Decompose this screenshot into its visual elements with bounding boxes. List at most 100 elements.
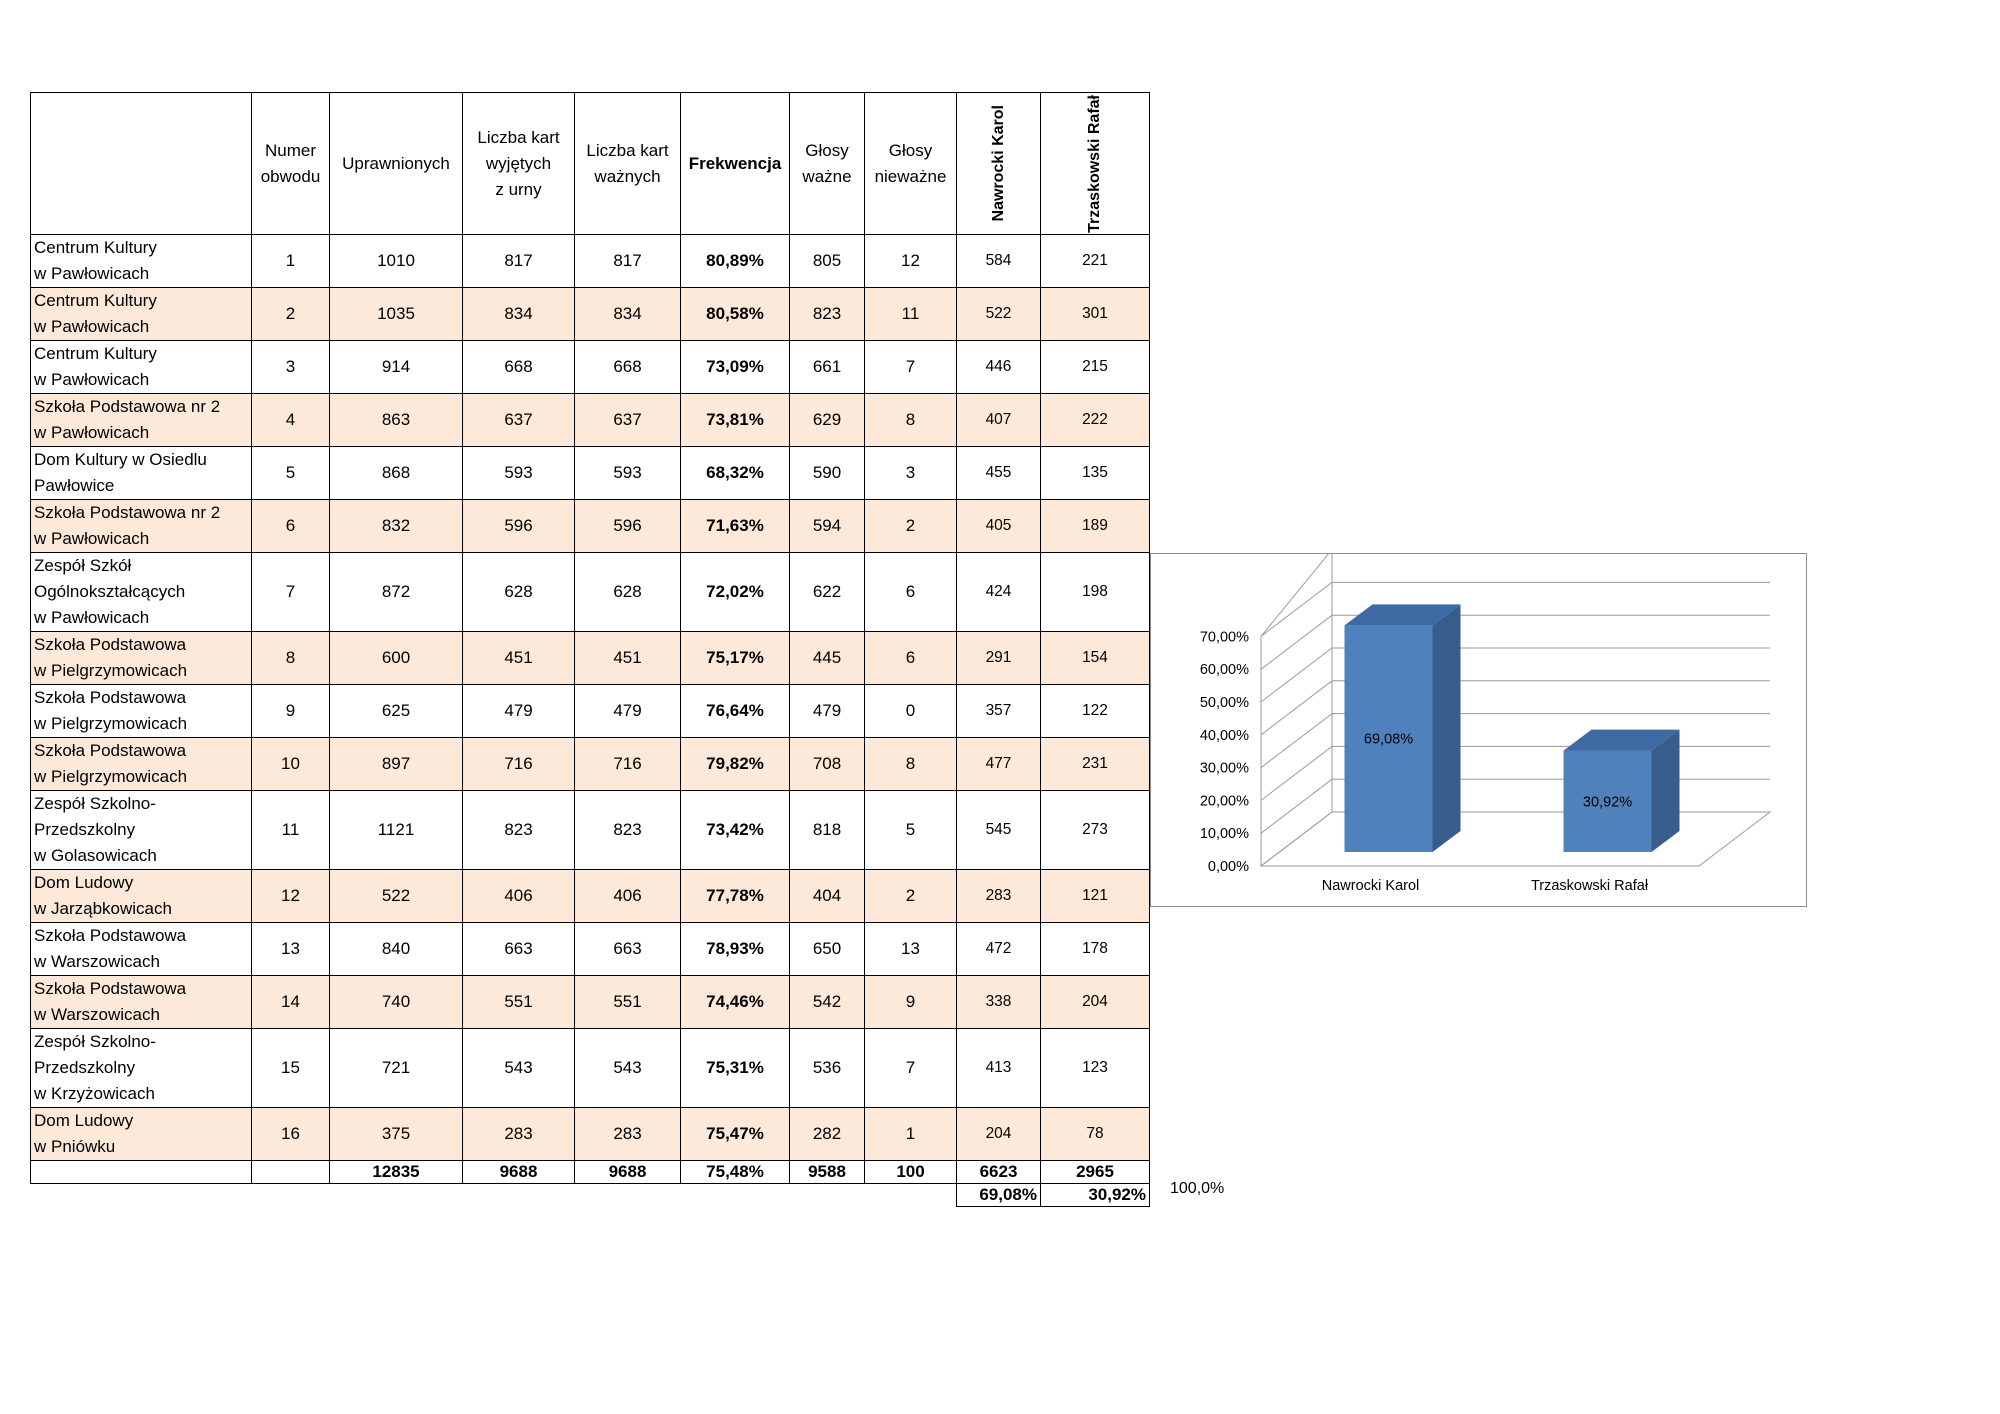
trzaskowski-cell: 121 (1040, 869, 1150, 923)
glosy-niewazne-cell: 8 (864, 393, 957, 447)
waznych-cell: 628 (574, 552, 681, 632)
table-row: Zespół Szkół Ogólnokształcących w Pawłowic… (30, 552, 1150, 632)
location-cell: Centrum Kultury w Pawłowicach (30, 234, 252, 288)
wyjetych-cell: 593 (462, 446, 575, 500)
frekwencja-cell: 72,02% (680, 552, 790, 632)
total-wyjetych: 9688 (462, 1160, 575, 1184)
total-waznych: 9688 (574, 1160, 681, 1184)
frekwencja-cell: 77,78% (680, 869, 790, 923)
location-line: Szkoła Podstawowa (34, 741, 187, 760)
table-row: Centrum Kultury w Pawłowicach 1 1010 817 817 8… (30, 234, 1150, 288)
location-line: w Krzyżowicach (34, 1084, 155, 1103)
numer-cell: 7 (251, 552, 330, 632)
nawrocki-cell: 545 (956, 790, 1041, 870)
bar-data-label: 30,92% (1583, 794, 1632, 810)
bar-front (1344, 625, 1433, 852)
location-cell: Szkoła Podstawowa nr 2 w Pawłowicach (30, 393, 252, 447)
glosy-wazne-cell: 590 (789, 446, 865, 500)
glosy-wazne-cell: 823 (789, 287, 865, 341)
trzaskowski-cell: 231 (1040, 737, 1150, 791)
header-numer: Numer obwodu (251, 92, 330, 235)
y-tick-label: 40,00% (1200, 728, 1249, 744)
header-row: Numer obwodu Uprawnionych Liczba kart wyję… (30, 92, 1150, 235)
glosy-wazne-cell: 622 (789, 552, 865, 632)
x-category-label: Trzaskowski Rafał (1531, 878, 1649, 894)
location-line: Szkoła Podstawowa (34, 688, 187, 707)
glosy-niewazne-cell: 11 (864, 287, 957, 341)
location-cell: Zespół Szkolno- Przedszkolny w Golasowicac… (30, 790, 252, 870)
header-candidate-nawrocki: Nawrocki Karol (956, 92, 1041, 235)
totals-location-cell (30, 1160, 252, 1184)
side-wall-gridline (1260, 746, 1333, 801)
numer-cell: 10 (251, 737, 330, 791)
location-line: w Pawłowicach (34, 423, 150, 442)
location-line: w Pielgrzymowicach (34, 661, 188, 680)
numer-cell: 1 (251, 234, 330, 288)
bar-side (1432, 604, 1461, 852)
trzaskowski-cell: 198 (1040, 552, 1150, 632)
glosy-niewazne-cell: 12 (864, 234, 957, 288)
side-wall-gridline (1260, 647, 1333, 703)
frekwencja-cell: 74,46% (680, 975, 790, 1029)
frekwencja-cell: 71,63% (680, 499, 790, 553)
glosy-wazne-cell: 479 (789, 684, 865, 738)
glosy-niewazne-cell: 2 (864, 869, 957, 923)
glosy-niewazne-cell: 0 (864, 684, 957, 738)
glosy-wazne-cell: 542 (789, 975, 865, 1029)
uprawnionych-cell: 375 (329, 1107, 463, 1161)
location-line: w Pielgrzymowicach (34, 714, 188, 733)
waznych-cell: 543 (574, 1028, 681, 1108)
location-cell: Szkoła Podstawowa w Warszowicach (30, 975, 252, 1029)
glosy-niewazne-cell: 6 (864, 631, 957, 685)
chart-svg: 0,00% 10,00% 20,00% 30,00% 40,00% 50,00% 60,00… (1200, 554, 1772, 894)
table-row: Dom Ludowy w Pniówku 16 375 283 283 75,47% 282 1… (30, 1107, 1150, 1161)
wyjetych-cell: 596 (462, 499, 575, 553)
uprawnionych-cell: 863 (329, 393, 463, 447)
nawrocki-cell: 413 (956, 1028, 1041, 1108)
header-uprawnionych: Uprawnionych (329, 92, 463, 235)
numer-cell: 3 (251, 340, 330, 394)
wyjetych-cell: 543 (462, 1028, 575, 1108)
frekwencja-cell: 78,93% (680, 922, 790, 976)
glosy-niewazne-cell: 13 (864, 922, 957, 976)
uprawnionych-cell: 1010 (329, 234, 463, 288)
glosy-niewazne-cell: 2 (864, 499, 957, 553)
uprawnionych-cell: 522 (329, 869, 463, 923)
frekwencja-cell: 80,89% (680, 234, 790, 288)
location-line: w Pawłowicach (34, 370, 150, 389)
nawrocki-cell: 283 (956, 869, 1041, 923)
uprawnionych-cell: 1121 (329, 790, 463, 870)
table-row: Centrum Kultury w Pawłowicach 2 1035 834 834 8… (30, 287, 1150, 341)
y-tick-label: 70,00% (1200, 629, 1249, 645)
glosy-wazne-cell: 708 (789, 737, 865, 791)
nawrocki-cell: 204 (956, 1107, 1041, 1161)
side-wall-gridline (1260, 582, 1333, 637)
glosy-niewazne-cell: 8 (864, 737, 957, 791)
numer-cell: 11 (251, 790, 330, 870)
totals-row: 12835 9688 9688 75,48% 9588 100 6623 296… (30, 1160, 1150, 1184)
table-row: Zespół Szkolno- Przedszkolny w Krzyżowicac… (30, 1028, 1150, 1108)
nawrocki-cell: 291 (956, 631, 1041, 685)
uprawnionych-cell: 721 (329, 1028, 463, 1108)
glosy-niewazne-cell: 6 (864, 552, 957, 632)
location-line: w Golasowicach (34, 846, 157, 865)
glosy-niewazne-cell: 7 (864, 340, 957, 394)
trzaskowski-cell: 135 (1040, 446, 1150, 500)
trzaskowski-cell: 154 (1040, 631, 1150, 685)
wyjetych-cell: 823 (462, 790, 575, 870)
trzaskowski-cell: 178 (1040, 922, 1150, 976)
frekwencja-cell: 73,09% (680, 340, 790, 394)
location-cell: Szkoła Podstawowa w Warszowicach (30, 922, 252, 976)
wyjetych-cell: 479 (462, 684, 575, 738)
total-frekwencja: 75,48% (680, 1160, 790, 1184)
total-glosy-niewazne: 100 (864, 1160, 957, 1184)
table-row: Dom Kultury w Osiedlu Pawłowice 5 868 593 593… (30, 446, 1150, 500)
nawrocki-cell: 424 (956, 552, 1041, 632)
waznych-cell: 593 (574, 446, 681, 500)
glosy-wazne-cell: 805 (789, 234, 865, 288)
location-line: Szkoła Podstawowa nr 2 (34, 397, 221, 416)
location-line: Pawłowice (34, 476, 115, 495)
side-wall-gridline (1260, 680, 1333, 736)
nawrocki-cell: 338 (956, 975, 1041, 1029)
nawrocki-cell: 446 (956, 340, 1041, 394)
